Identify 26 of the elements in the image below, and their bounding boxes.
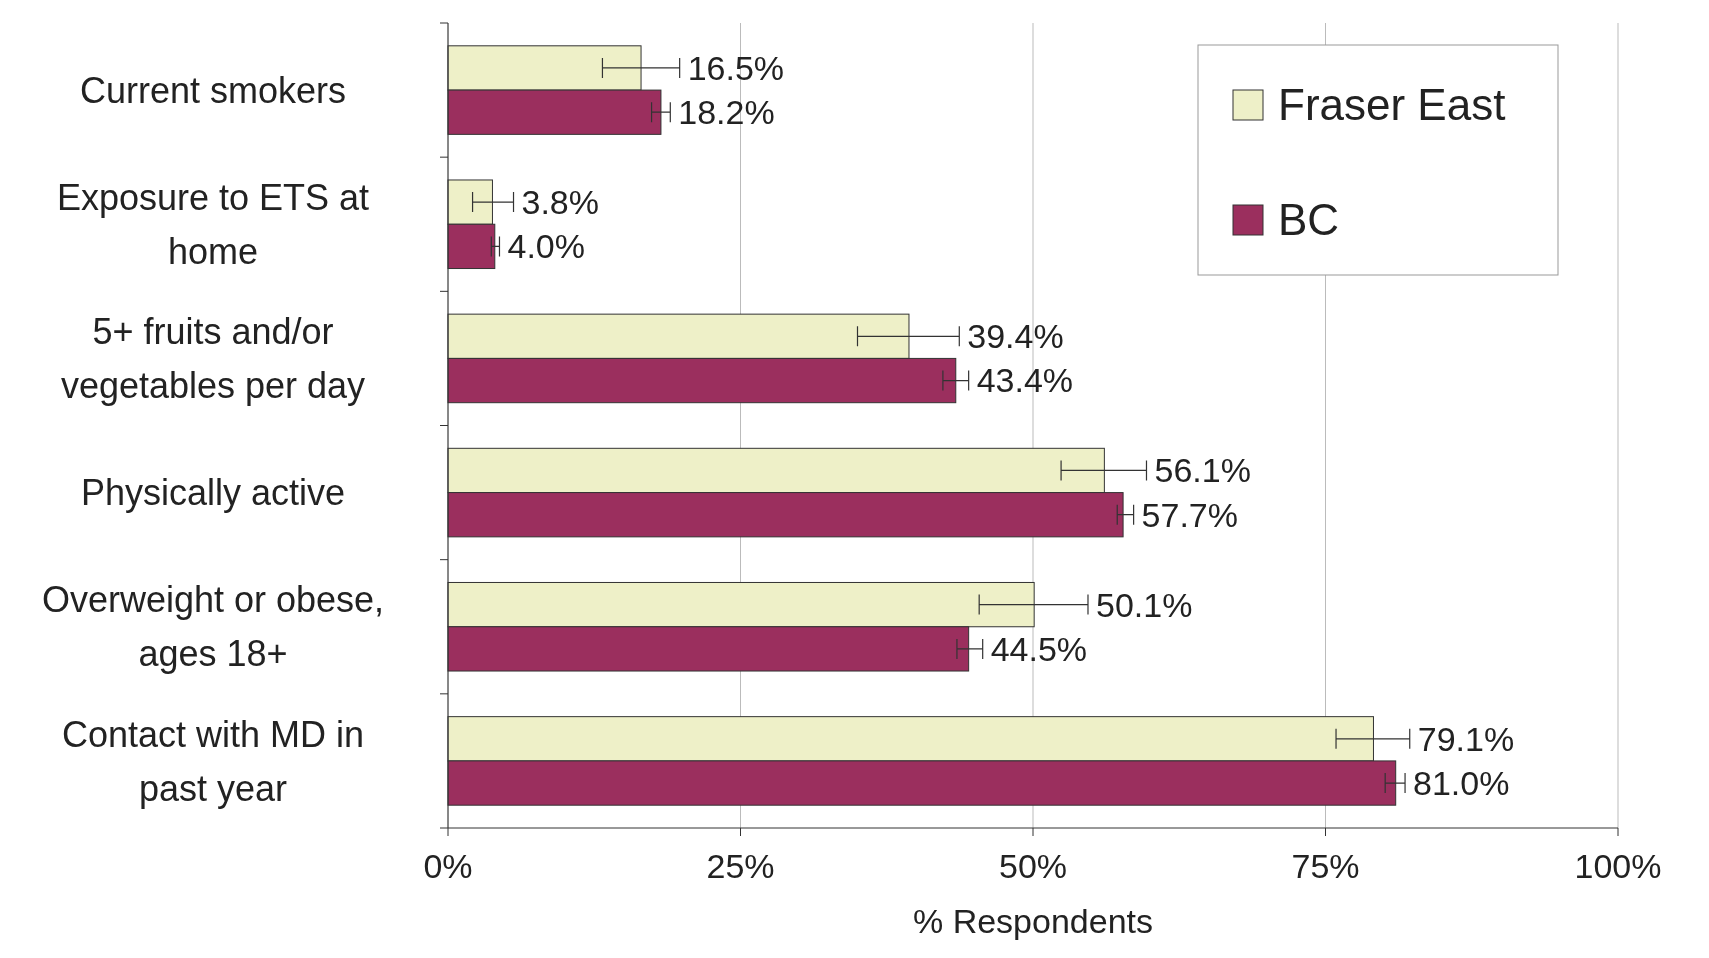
y-tick-label: Current smokers bbox=[79, 69, 347, 111]
data-label: 57.7% bbox=[1141, 495, 1239, 534]
y-tick-label: Contact with MD in past year bbox=[61, 713, 365, 809]
data-label: 81.0% bbox=[1413, 763, 1510, 802]
data-label: 4.0% bbox=[507, 227, 585, 266]
data-label: 50.1% bbox=[1095, 585, 1193, 624]
y-tick-label: Overweight or obese, ages 18+ bbox=[41, 579, 385, 675]
data-label: 3.8% bbox=[521, 183, 600, 222]
data-label: 39.4% bbox=[967, 317, 1064, 356]
x-tick-label: 0% bbox=[423, 847, 473, 885]
legend-label: Fraser East bbox=[1278, 80, 1506, 130]
data-label: 18.2% bbox=[678, 93, 775, 132]
data-label: 79.1% bbox=[1417, 719, 1515, 758]
legend-label: BC bbox=[1278, 195, 1340, 245]
x-tick-label: 100% bbox=[1574, 847, 1662, 885]
x-tick-label: 50% bbox=[998, 847, 1068, 885]
x-tick-label: 75% bbox=[1291, 847, 1360, 885]
x-axis-title: % Respondents bbox=[912, 902, 1154, 940]
y-tick-label: Exposure to ETS at home bbox=[56, 176, 370, 272]
y-tick-label: Physically active bbox=[80, 472, 346, 514]
x-tick-label: 25% bbox=[706, 847, 775, 885]
y-tick-label: 5+ fruits and/or vegetables per day bbox=[60, 311, 366, 407]
data-label: 56.1% bbox=[1154, 451, 1251, 490]
data-label: 44.5% bbox=[990, 629, 1088, 668]
data-label: 16.5% bbox=[687, 48, 785, 87]
data-label: 43.4% bbox=[976, 361, 1074, 400]
